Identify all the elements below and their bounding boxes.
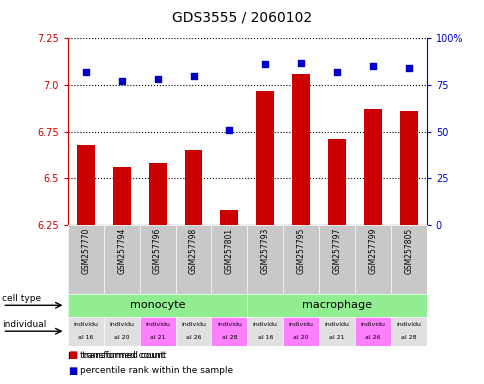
Text: ■: ■: [68, 366, 77, 376]
Text: al 21: al 21: [329, 335, 344, 340]
Text: al 28: al 28: [221, 335, 237, 340]
Point: [82, 69, 90, 75]
Text: al 20: al 20: [293, 335, 308, 340]
Text: GSM257793: GSM257793: [260, 228, 269, 275]
Text: GSM257801: GSM257801: [225, 228, 233, 274]
Bar: [76, 144, 95, 225]
Text: al 20: al 20: [114, 335, 129, 340]
Text: individu: individu: [73, 322, 98, 328]
Text: al 28: al 28: [400, 335, 416, 340]
Text: individual: individual: [2, 320, 46, 329]
Text: al 16: al 16: [257, 335, 272, 340]
Bar: [112, 167, 131, 225]
Point: [404, 65, 412, 71]
Text: individu: individu: [324, 322, 349, 328]
Bar: [148, 163, 166, 225]
Text: individu: individu: [252, 322, 277, 328]
Point: [297, 60, 304, 66]
Text: individu: individu: [288, 322, 313, 328]
Text: transformed count: transformed count: [80, 351, 164, 360]
Text: GSM257770: GSM257770: [81, 228, 90, 275]
Text: individu: individu: [395, 322, 421, 328]
Text: individu: individu: [145, 322, 170, 328]
Point: [153, 76, 161, 83]
Point: [118, 78, 125, 84]
Bar: [184, 150, 202, 225]
Text: individu: individu: [360, 322, 385, 328]
Text: cell type: cell type: [2, 294, 42, 303]
Bar: [291, 74, 310, 225]
Text: GSM257799: GSM257799: [368, 228, 377, 275]
Text: monocyte: monocyte: [130, 300, 185, 310]
Text: GSM257796: GSM257796: [153, 228, 162, 275]
Text: individu: individu: [109, 322, 134, 328]
Text: GSM257798: GSM257798: [189, 228, 197, 274]
Point: [189, 73, 197, 79]
Text: al 26: al 26: [185, 335, 201, 340]
Text: percentile rank within the sample: percentile rank within the sample: [80, 366, 233, 375]
Text: individu: individu: [216, 322, 242, 328]
Text: macrophage: macrophage: [302, 300, 371, 310]
Text: GSM257795: GSM257795: [296, 228, 305, 275]
Point: [225, 127, 233, 133]
Text: al 26: al 26: [364, 335, 380, 340]
Point: [261, 61, 269, 68]
Text: GSM257797: GSM257797: [332, 228, 341, 275]
Bar: [399, 111, 417, 225]
Point: [333, 69, 340, 75]
Text: GDS3555 / 2060102: GDS3555 / 2060102: [172, 10, 312, 24]
Text: GSM257794: GSM257794: [117, 228, 126, 275]
Text: GSM257805: GSM257805: [404, 228, 412, 274]
Point: [368, 63, 376, 70]
Bar: [256, 91, 274, 225]
Bar: [327, 139, 345, 225]
Text: ■: ■: [68, 350, 77, 360]
Text: al 21: al 21: [150, 335, 165, 340]
Text: individu: individu: [181, 322, 206, 328]
Text: al 16: al 16: [78, 335, 93, 340]
Text: ■  transformed count: ■ transformed count: [68, 351, 166, 360]
Bar: [220, 210, 238, 225]
Bar: [363, 109, 381, 225]
